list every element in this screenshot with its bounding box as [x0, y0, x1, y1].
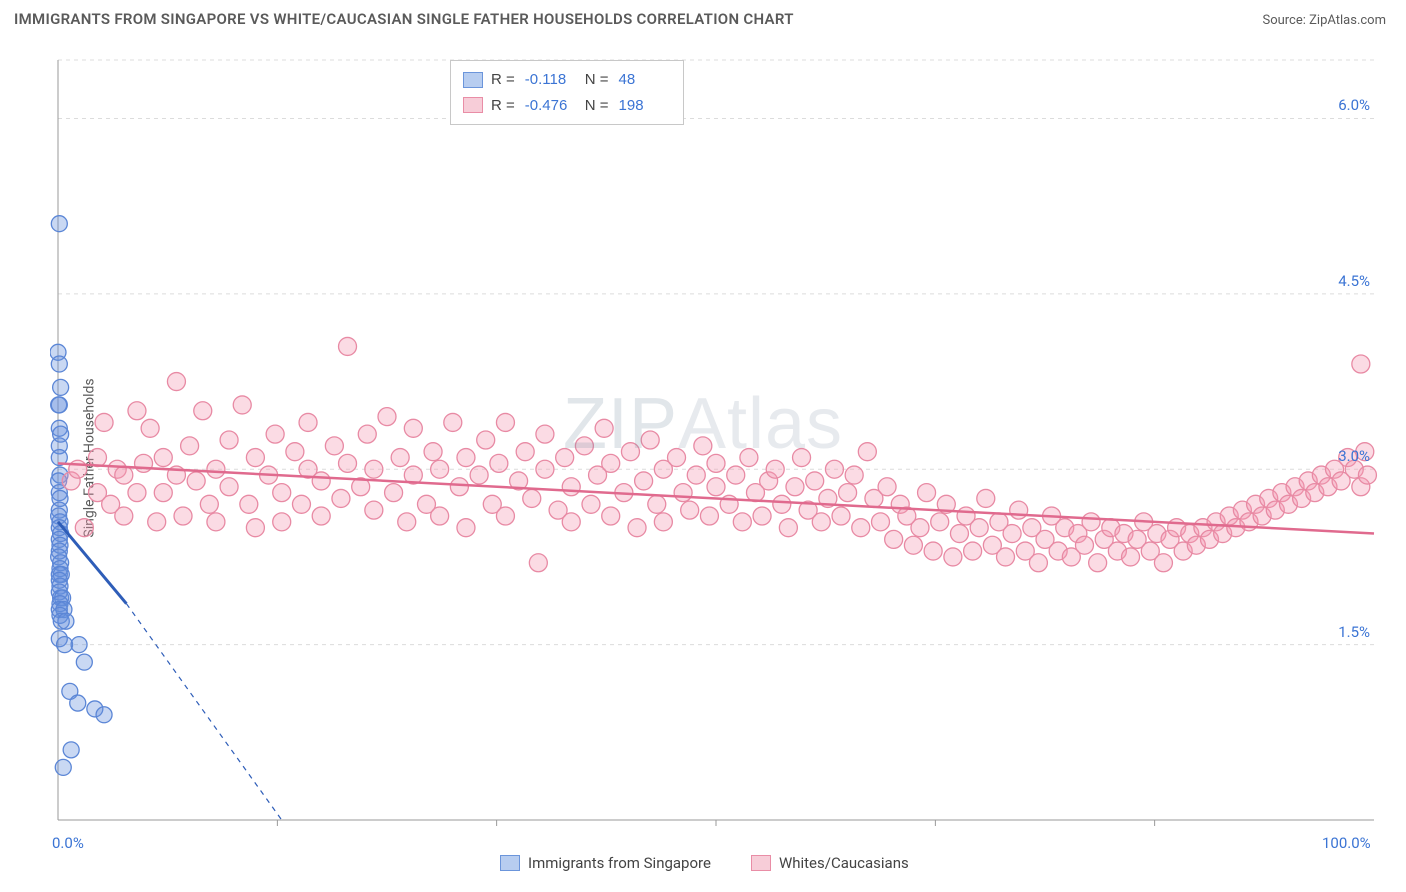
y-tick-label: 1.5% — [1324, 623, 1370, 641]
scatter-plot — [50, 38, 1380, 858]
legend-label: Whites/Caucasians — [779, 854, 909, 872]
source-label: Source: ZipAtlas.com — [1262, 13, 1386, 28]
chart-title: IMMIGRANTS FROM SINGAPORE VS WHITE/CAUCA… — [14, 10, 794, 28]
legend-swatch — [463, 72, 483, 88]
y-tick-label: 6.0% — [1324, 96, 1370, 114]
stats-legend-box: R = -0.118 N = 48 R = -0.476 N = 198 — [450, 60, 684, 125]
y-tick-label: 3.0% — [1324, 447, 1370, 465]
stat-n-value: 48 — [619, 67, 671, 93]
stats-row: R = -0.476 N = 198 — [463, 93, 671, 119]
stat-n-value: 198 — [619, 93, 671, 119]
x-axis-max-label: 100.0% — [1322, 834, 1371, 852]
legend-swatch — [751, 855, 771, 871]
stat-r-value: -0.476 — [525, 93, 577, 119]
series-legend: Immigrants from Singapore Whites/Caucasi… — [500, 854, 909, 872]
legend-item: Immigrants from Singapore — [500, 854, 711, 872]
stat-n-label: N = — [585, 93, 609, 119]
legend-label: Immigrants from Singapore — [528, 854, 711, 872]
stat-r-label: R = — [491, 93, 515, 119]
legend-swatch — [463, 97, 483, 113]
stats-row: R = -0.118 N = 48 — [463, 67, 671, 93]
stat-r-value: -0.118 — [525, 67, 577, 93]
x-axis-min-label: 0.0% — [52, 834, 84, 852]
chart-container: Single Father Households ZIPAtlas R = -0… — [14, 38, 1392, 878]
y-tick-label: 4.5% — [1324, 272, 1370, 290]
stat-r-label: R = — [491, 67, 515, 93]
legend-item: Whites/Caucasians — [751, 854, 909, 872]
legend-swatch — [500, 855, 520, 871]
stat-n-label: N = — [585, 67, 609, 93]
